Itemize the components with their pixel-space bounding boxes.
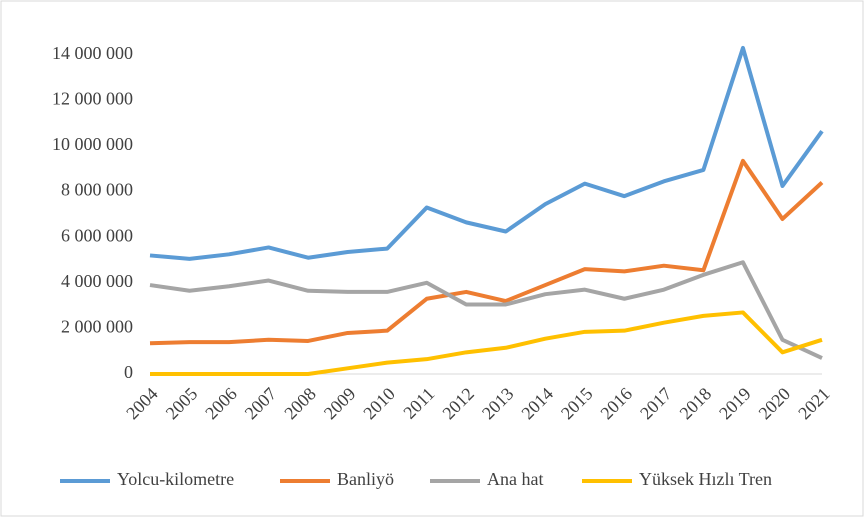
y-tick-label: 0 [124, 362, 133, 382]
legend-label: Ana hat [487, 469, 543, 489]
y-tick-label: 2 000 000 [61, 317, 133, 337]
series-line [149, 158, 824, 346]
y-tick-label: 6 000 000 [61, 225, 133, 245]
legend-label: Banliyö [337, 469, 394, 489]
series-line [149, 260, 823, 360]
y-tick-label: 12 000 000 [52, 89, 133, 109]
y-tick-label: 8 000 000 [61, 180, 133, 200]
series-line [150, 310, 823, 376]
y-tick-label: 4 000 000 [61, 271, 133, 291]
y-tick-label: 14 000 000 [52, 43, 133, 63]
y-tick-label: 10 000 000 [52, 134, 133, 154]
legend-label: Yolcu-kilometre [117, 469, 234, 489]
legend-label: Yüksek Hızlı Tren [639, 469, 772, 489]
series-line [149, 45, 824, 261]
